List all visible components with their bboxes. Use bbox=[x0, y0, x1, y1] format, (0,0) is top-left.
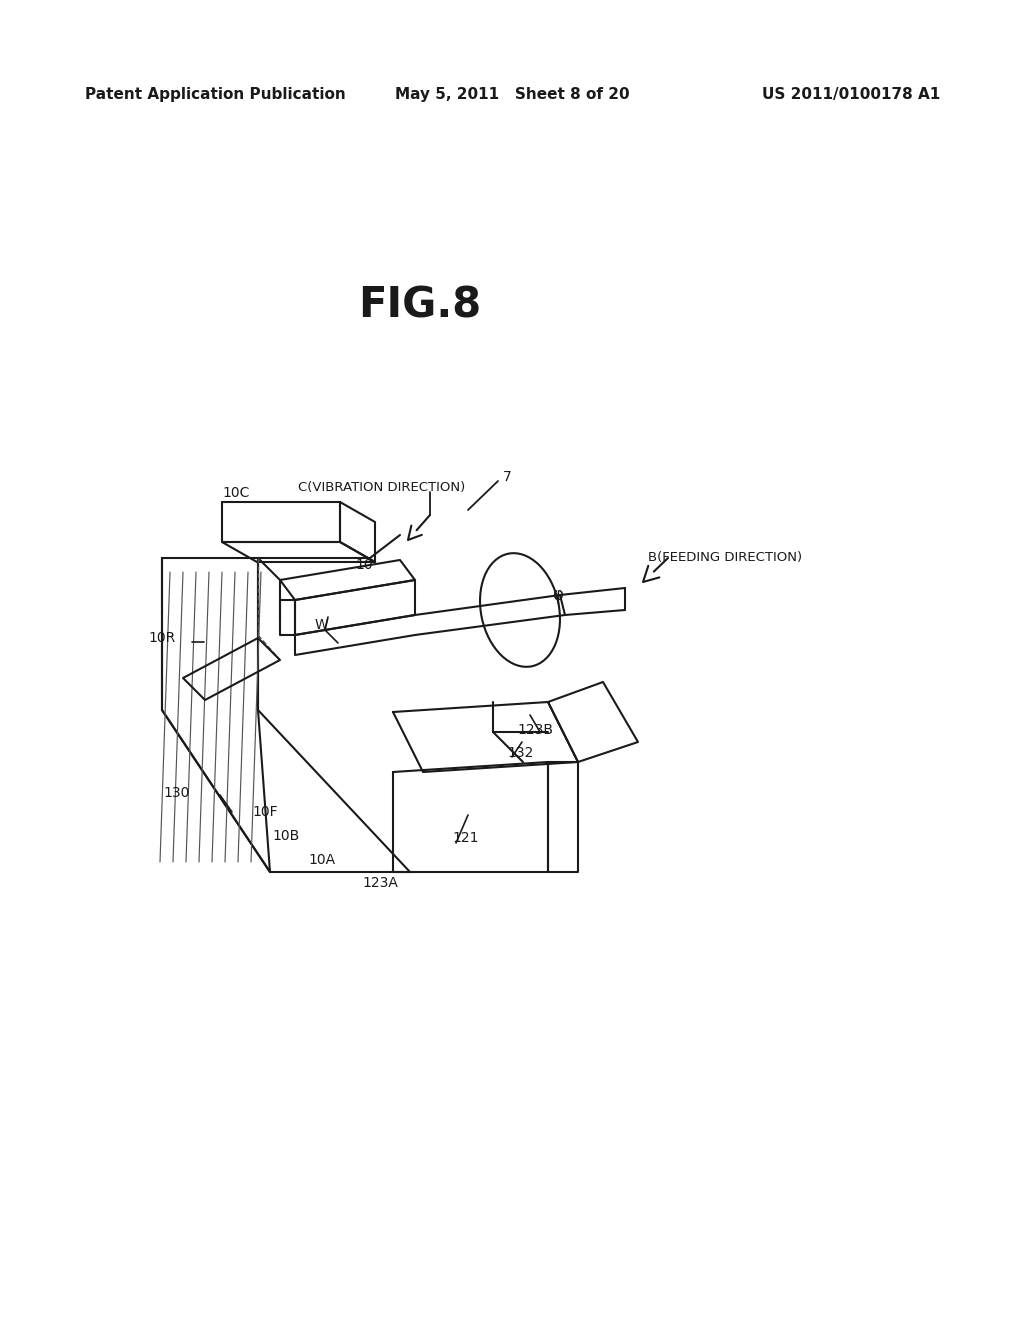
Text: 10R: 10R bbox=[148, 631, 175, 645]
Text: 132: 132 bbox=[507, 746, 534, 760]
Text: φ: φ bbox=[552, 586, 563, 605]
Text: 123B: 123B bbox=[517, 723, 553, 737]
Text: 130: 130 bbox=[163, 785, 189, 800]
Text: W: W bbox=[315, 618, 329, 632]
Text: 10A: 10A bbox=[308, 853, 335, 867]
Text: 7: 7 bbox=[503, 470, 512, 484]
Text: C(VIBRATION DIRECTION): C(VIBRATION DIRECTION) bbox=[298, 480, 465, 494]
Text: 10B: 10B bbox=[272, 829, 299, 843]
Text: US 2011/0100178 A1: US 2011/0100178 A1 bbox=[762, 87, 940, 103]
Text: 10F: 10F bbox=[252, 805, 278, 818]
Text: FIG.8: FIG.8 bbox=[358, 284, 481, 326]
Text: 123A: 123A bbox=[362, 876, 398, 890]
Text: 10C: 10C bbox=[222, 486, 250, 500]
Text: 10: 10 bbox=[355, 558, 373, 572]
Text: B(FEEDING DIRECTION): B(FEEDING DIRECTION) bbox=[648, 552, 802, 565]
Text: May 5, 2011   Sheet 8 of 20: May 5, 2011 Sheet 8 of 20 bbox=[394, 87, 630, 103]
Text: Patent Application Publication: Patent Application Publication bbox=[85, 87, 346, 103]
Text: 121: 121 bbox=[452, 832, 478, 845]
